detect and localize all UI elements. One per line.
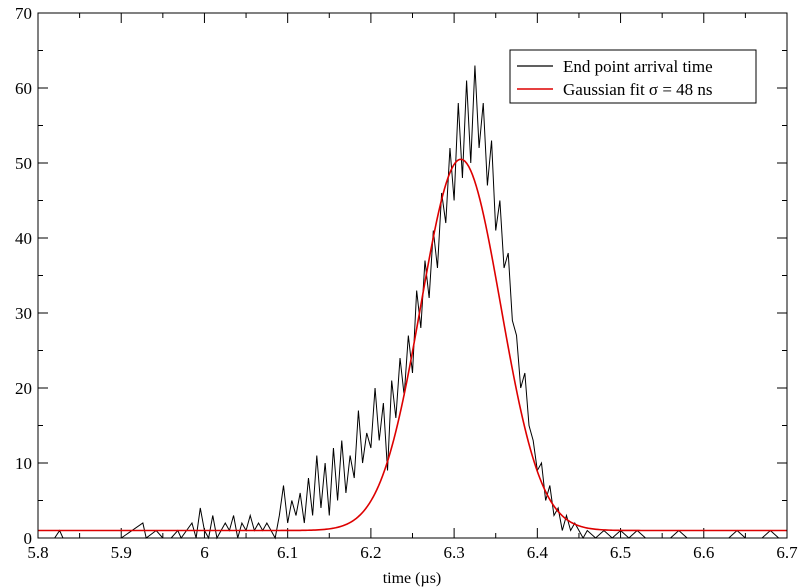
y-tick-label: 10 (15, 454, 32, 473)
y-tick-label: 40 (15, 229, 32, 248)
y-tick-label: 60 (15, 79, 32, 98)
series-gaussian-fit (38, 158, 787, 532)
y-tick-label: 50 (15, 154, 32, 173)
x-tick-label: 6 (200, 543, 209, 562)
series-end-point-arrival-time (38, 65, 787, 540)
plot-frame (37, 12, 788, 539)
x-tick-label: 5.9 (111, 543, 132, 562)
legend-label-gaussian-fit: Gaussian fit σ = 48 ns (563, 80, 713, 99)
x-tick-label: 6.6 (693, 543, 714, 562)
x-tick-label: 6.5 (610, 543, 631, 562)
legend: End point arrival time Gaussian fit σ = … (509, 49, 757, 104)
legend-label-end-point: End point arrival time (563, 57, 713, 76)
x-tick-label: 6.3 (443, 543, 464, 562)
y-tick-label: 30 (15, 304, 32, 323)
y-tick-label: 70 (15, 4, 32, 23)
x-tick-label: 6.4 (527, 543, 549, 562)
x-tick-label: 5.8 (27, 543, 48, 562)
x-tick-label: 6.7 (776, 543, 798, 562)
x-axis-title: time (µs) (383, 570, 442, 587)
legend-box (509, 49, 757, 104)
x-tick-label: 6.1 (277, 543, 298, 562)
y-tick-label: 20 (15, 379, 32, 398)
x-tick-label: 6.2 (360, 543, 381, 562)
y-tick-label: 0 (24, 529, 33, 548)
